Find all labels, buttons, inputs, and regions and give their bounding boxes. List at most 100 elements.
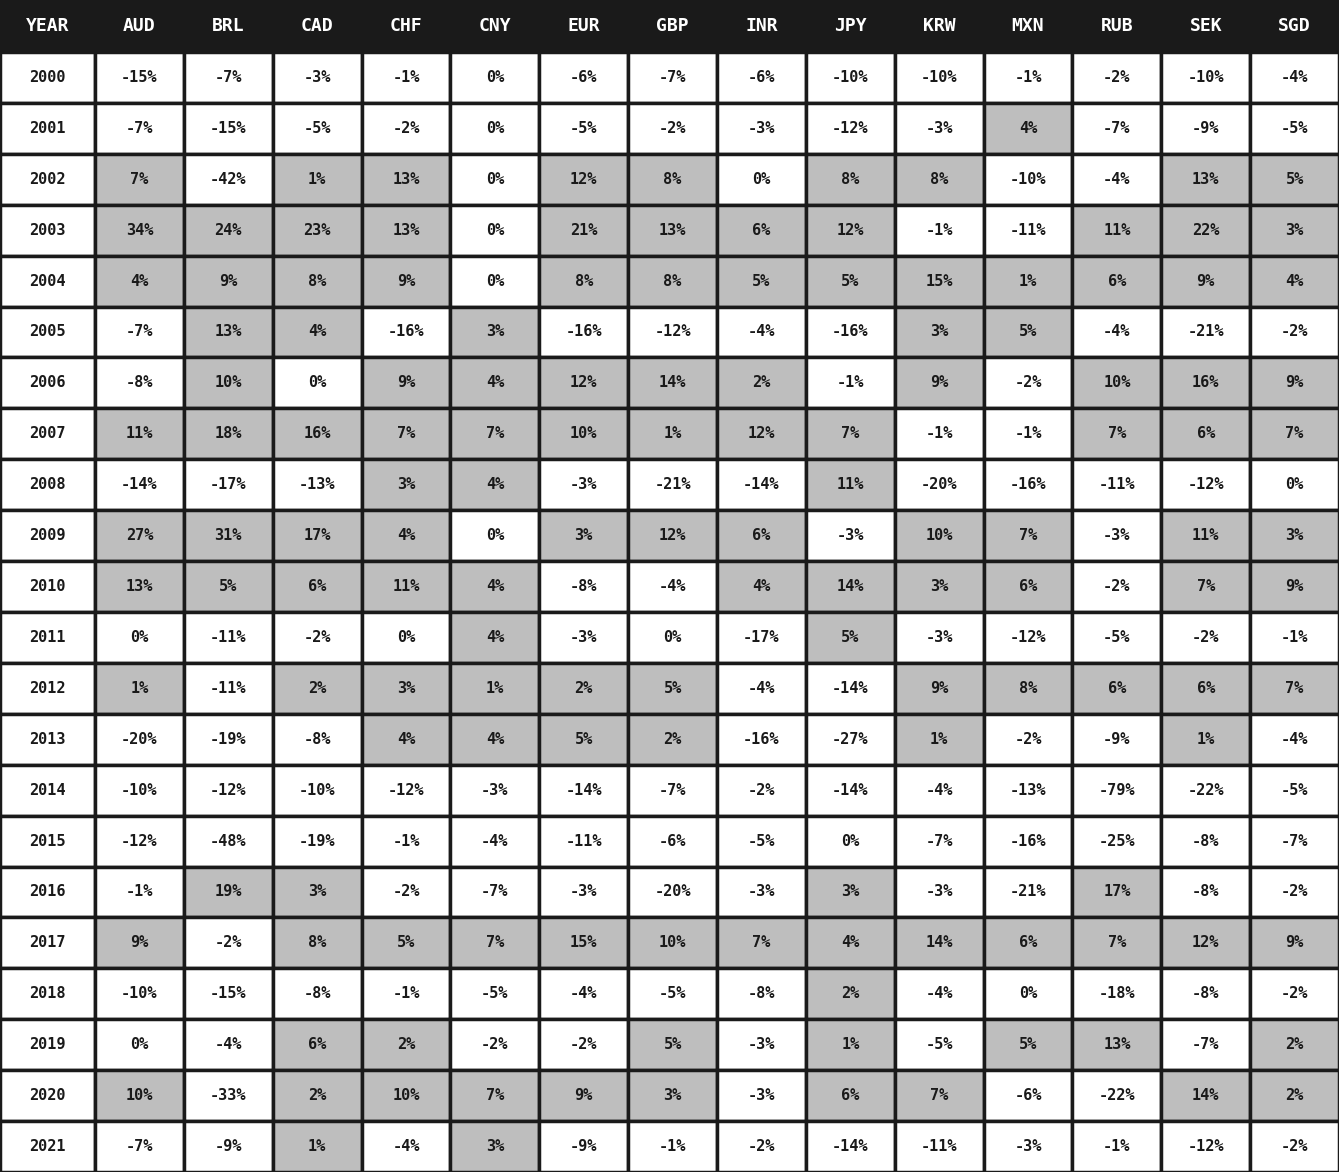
- Text: -1%: -1%: [659, 1139, 687, 1154]
- Text: -2%: -2%: [570, 1037, 597, 1052]
- Text: 4%: 4%: [753, 579, 770, 594]
- Text: -2%: -2%: [1015, 731, 1042, 747]
- Bar: [1073, 255, 1161, 307]
- Bar: [1073, 764, 1161, 816]
- Text: -12%: -12%: [655, 325, 691, 340]
- Bar: [540, 612, 628, 663]
- Text: -2%: -2%: [1281, 987, 1308, 1001]
- Text: 1%: 1%: [308, 1139, 327, 1154]
- Text: 12%: 12%: [747, 427, 775, 442]
- Text: 15%: 15%: [925, 273, 953, 288]
- Bar: [95, 408, 183, 459]
- Text: -4%: -4%: [747, 325, 775, 340]
- Text: 0%: 0%: [308, 375, 327, 390]
- Text: -1%: -1%: [392, 833, 419, 849]
- Text: 5%: 5%: [841, 273, 860, 288]
- Bar: [806, 612, 894, 663]
- Bar: [450, 1020, 540, 1070]
- Bar: [273, 561, 362, 612]
- Text: -2%: -2%: [214, 935, 242, 950]
- Text: -17%: -17%: [210, 477, 246, 492]
- Bar: [362, 459, 450, 510]
- Bar: [450, 866, 540, 918]
- Bar: [628, 968, 716, 1020]
- Bar: [362, 1070, 450, 1122]
- Bar: [1161, 968, 1251, 1020]
- Text: 3%: 3%: [396, 681, 415, 696]
- Bar: [362, 816, 450, 866]
- Bar: [450, 714, 540, 764]
- Text: -8%: -8%: [747, 987, 775, 1001]
- Bar: [894, 307, 984, 357]
- Bar: [540, 714, 628, 764]
- Bar: [716, 357, 806, 408]
- Bar: [806, 154, 894, 205]
- Bar: [362, 663, 450, 714]
- Bar: [628, 663, 716, 714]
- Text: 21%: 21%: [570, 223, 597, 238]
- Bar: [95, 714, 183, 764]
- Bar: [894, 714, 984, 764]
- Text: 4%: 4%: [486, 731, 503, 747]
- Bar: [1251, 357, 1339, 408]
- Text: 5%: 5%: [574, 731, 593, 747]
- Text: -12%: -12%: [1188, 477, 1224, 492]
- Bar: [450, 1122, 540, 1172]
- Bar: [1161, 103, 1251, 154]
- Text: 8%: 8%: [308, 935, 327, 950]
- Bar: [806, 1070, 894, 1122]
- Text: -5%: -5%: [1281, 121, 1308, 136]
- Bar: [806, 255, 894, 307]
- Text: 13%: 13%: [1192, 172, 1220, 186]
- Text: -11%: -11%: [921, 1139, 957, 1154]
- Text: 2007: 2007: [29, 427, 66, 442]
- Text: 2008: 2008: [29, 477, 66, 492]
- Text: -12%: -12%: [1188, 1139, 1224, 1154]
- Bar: [716, 205, 806, 255]
- Bar: [1251, 816, 1339, 866]
- Bar: [628, 459, 716, 510]
- Text: -21%: -21%: [1188, 325, 1224, 340]
- Text: 8%: 8%: [663, 172, 682, 186]
- Text: 1%: 1%: [931, 731, 948, 747]
- Bar: [716, 307, 806, 357]
- Bar: [540, 968, 628, 1020]
- Bar: [450, 510, 540, 561]
- Text: 18%: 18%: [214, 427, 242, 442]
- Bar: [1161, 510, 1251, 561]
- Text: 10%: 10%: [126, 1088, 153, 1103]
- Text: 0%: 0%: [396, 631, 415, 645]
- Bar: [183, 205, 273, 255]
- Bar: [0, 357, 95, 408]
- Bar: [540, 103, 628, 154]
- Bar: [806, 816, 894, 866]
- Bar: [540, 510, 628, 561]
- Bar: [1073, 154, 1161, 205]
- Text: 11%: 11%: [837, 477, 864, 492]
- Text: 2005: 2005: [29, 325, 66, 340]
- Bar: [540, 307, 628, 357]
- Text: 4%: 4%: [396, 731, 415, 747]
- Text: 4%: 4%: [486, 579, 503, 594]
- Text: 2014: 2014: [29, 783, 66, 798]
- Text: 1%: 1%: [1197, 731, 1214, 747]
- Bar: [1161, 1122, 1251, 1172]
- Text: MXN: MXN: [1012, 18, 1044, 35]
- Bar: [0, 816, 95, 866]
- Text: 2004: 2004: [29, 273, 66, 288]
- Text: -8%: -8%: [570, 579, 597, 594]
- Bar: [450, 816, 540, 866]
- Bar: [273, 510, 362, 561]
- Text: 3%: 3%: [308, 885, 327, 899]
- Bar: [1161, 52, 1251, 103]
- Bar: [0, 510, 95, 561]
- Bar: [0, 307, 95, 357]
- Text: -14%: -14%: [832, 681, 869, 696]
- Bar: [1073, 408, 1161, 459]
- Bar: [183, 459, 273, 510]
- Text: -48%: -48%: [210, 833, 246, 849]
- Text: -10%: -10%: [121, 783, 158, 798]
- Bar: [362, 866, 450, 918]
- Bar: [362, 1122, 450, 1172]
- Bar: [894, 1122, 984, 1172]
